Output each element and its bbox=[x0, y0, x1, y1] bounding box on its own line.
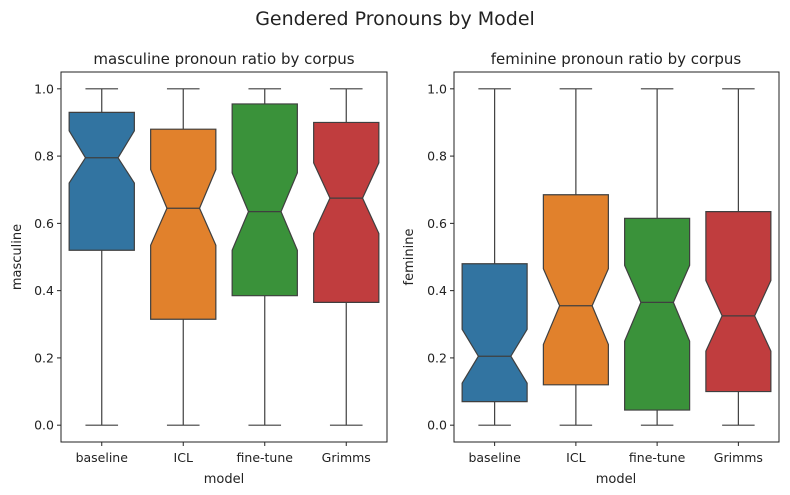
masculine-x-tick-label: Grimms bbox=[322, 450, 371, 465]
masculine-x-tick-label: ICL bbox=[174, 450, 193, 465]
masculine-x-axis-label: model bbox=[204, 472, 244, 487]
masculine-y-tick-label: 0.4 bbox=[34, 283, 54, 298]
masculine-box-fine-tune bbox=[231, 103, 298, 297]
feminine-x-tick-label: Grimms bbox=[714, 450, 763, 465]
masculine-y-tick-label: 0.2 bbox=[34, 350, 54, 365]
feminine-y-tick-label: 0.8 bbox=[427, 149, 447, 164]
feminine-y-axis-label: feminine bbox=[402, 229, 417, 286]
feminine-x-tick-label: baseline bbox=[468, 450, 521, 465]
masculine-box-grimms bbox=[313, 121, 380, 304]
masculine-chart-title: masculine pronoun ratio by corpus bbox=[93, 50, 354, 68]
feminine-chart-title: feminine pronoun ratio by corpus bbox=[491, 50, 742, 68]
masculine-chart-panel: masculine pronoun ratio by corpus model … bbox=[10, 50, 388, 487]
masculine-y-tick-label: 1.0 bbox=[34, 81, 54, 96]
masculine-x-tick-label: baseline bbox=[76, 450, 129, 465]
feminine-x-tick-label: fine-tune bbox=[629, 450, 686, 465]
feminine-y-tick-label: 0.6 bbox=[427, 216, 447, 231]
feminine-x-tick-label: ICL bbox=[566, 450, 585, 465]
masculine-axes-frame bbox=[60, 71, 388, 443]
feminine-y-tick-label: 0.4 bbox=[427, 283, 447, 298]
feminine-chart-panel: feminine pronoun ratio by corpus model f… bbox=[402, 50, 780, 487]
masculine-box-baseline bbox=[68, 111, 135, 251]
feminine-box-fine-tune bbox=[624, 217, 691, 411]
feminine-y-tick-label: 1.0 bbox=[427, 81, 447, 96]
masculine-y-tick-label: 0.0 bbox=[34, 418, 54, 433]
masculine-y-tick-label: 0.6 bbox=[34, 216, 54, 231]
feminine-x-axis-label: model bbox=[596, 472, 636, 487]
feminine-axes-frame bbox=[453, 71, 780, 443]
feminine-y-tick-label: 0.2 bbox=[427, 350, 447, 365]
feminine-box-grimms bbox=[705, 210, 772, 393]
masculine-x-tick-label: fine-tune bbox=[237, 450, 294, 465]
figure-title: Gendered Pronouns by Model bbox=[255, 8, 535, 30]
feminine-box-baseline bbox=[461, 263, 528, 403]
masculine-box-icl bbox=[150, 128, 217, 320]
feminine-y-tick-label: 0.0 bbox=[427, 418, 447, 433]
masculine-y-axis-label: masculine bbox=[10, 224, 25, 290]
masculine-y-tick-label: 0.8 bbox=[34, 149, 54, 164]
feminine-box-icl bbox=[542, 194, 609, 386]
